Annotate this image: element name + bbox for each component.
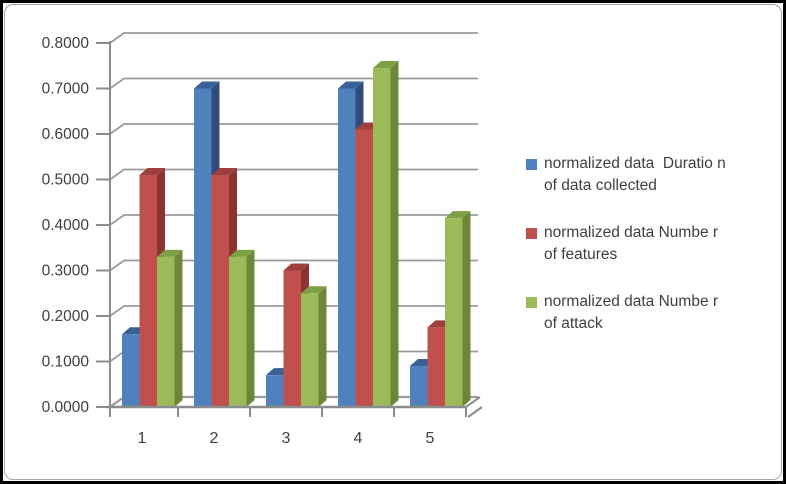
bar <box>211 174 229 407</box>
bar-top-face <box>373 61 399 69</box>
legend-item: normalized data Numbe r of features <box>526 222 778 266</box>
bar-side-face <box>462 211 471 407</box>
bar-chart-plot-area: 0.0000 0.1000 0.2000 0.3000 0.4000 0.5000 0.60… <box>42 32 483 447</box>
bar <box>373 68 391 408</box>
legend-label-line: normalized data Numbe r <box>544 293 719 310</box>
bar <box>410 366 428 407</box>
bar-top-face <box>139 167 165 175</box>
bar <box>338 88 356 407</box>
bar <box>301 293 319 407</box>
bar <box>266 375 284 407</box>
bar <box>194 88 212 407</box>
x-axis-label: 1 <box>138 430 147 447</box>
bar-side-face <box>246 249 255 407</box>
gridline <box>109 168 478 181</box>
x-axis-label: 4 <box>354 430 363 447</box>
legend-label-line: of data collected <box>544 177 657 194</box>
bar-top-face <box>283 263 309 271</box>
legend-item: normalized data Duratio n of data collec… <box>526 153 778 197</box>
bar-side-face <box>174 249 183 407</box>
x-axis-corner-tick <box>467 406 483 418</box>
y-axis-label: 0.8000 <box>42 35 90 52</box>
y-axis-label: 0.3000 <box>42 263 90 280</box>
gridline <box>109 214 478 226</box>
y-axis-label: 0.5000 <box>42 172 90 189</box>
gridline <box>109 32 478 44</box>
bar <box>229 256 247 407</box>
bar-top-face <box>445 211 471 219</box>
legend-label-line: normalized data Duratio n <box>544 155 726 172</box>
x-axis-label: 5 <box>426 430 435 447</box>
gridline <box>109 123 478 135</box>
bar-top-face <box>157 249 183 257</box>
legend-swatch-icon <box>526 297 537 308</box>
legend-label: normalized data Numbe r of attack <box>544 291 718 335</box>
bar-top-face <box>301 286 327 294</box>
legend-swatch-icon <box>526 228 537 239</box>
y-axis-label: 0.0000 <box>42 399 90 416</box>
legend-label-line: normalized data Numbe r <box>544 224 719 241</box>
bar <box>139 174 157 407</box>
y-axis-label: 0.6000 <box>42 126 90 143</box>
chart-legend: normalized data Duratio n of data collec… <box>526 153 778 360</box>
x-axis-label: 2 <box>210 430 219 447</box>
legend-label: normalized data Numbe r of features <box>544 222 718 266</box>
legend-label: normalized data Duratio n of data collec… <box>544 153 726 197</box>
legend-swatch-icon <box>526 159 537 170</box>
y-axis-label: 0.2000 <box>42 308 90 325</box>
x-axis-label: 3 <box>282 430 291 447</box>
legend-item: normalized data Numbe r of attack <box>526 291 778 335</box>
gridline <box>109 77 478 90</box>
y-axis-label: 0.1000 <box>42 354 90 371</box>
bar-side-face <box>390 61 399 408</box>
bar <box>445 218 463 407</box>
y-axis-label: 0.4000 <box>42 217 90 234</box>
bar <box>283 270 301 407</box>
legend-label-line: of features <box>544 246 618 263</box>
bar-side-face <box>318 286 327 407</box>
bar <box>122 334 140 407</box>
bar-top-face <box>229 249 255 257</box>
floor-corner-edge <box>465 396 481 408</box>
bar <box>427 327 445 407</box>
bar-top-face <box>194 81 220 89</box>
bar-top-face <box>211 167 237 175</box>
bar <box>355 129 373 407</box>
bar <box>157 256 175 407</box>
bar-top-face <box>338 81 364 89</box>
legend-label-line: of attack <box>544 315 603 332</box>
y-axis-label: 0.7000 <box>42 81 90 98</box>
